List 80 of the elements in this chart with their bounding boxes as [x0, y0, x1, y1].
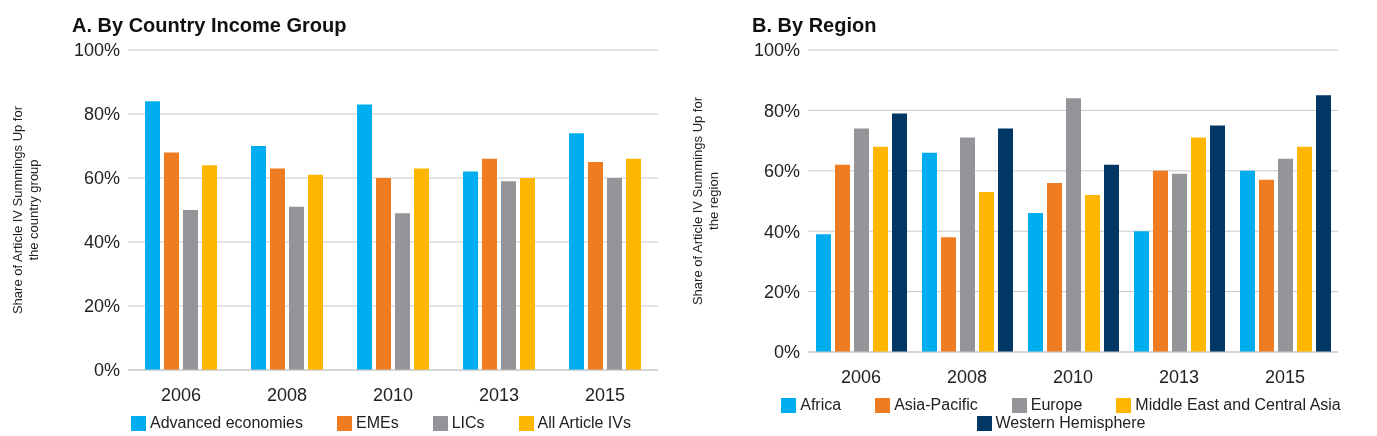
y-tick-label: 100%: [753, 40, 800, 61]
y-tick-label: 20%: [83, 296, 120, 317]
legend-label: Advanced economies: [150, 414, 304, 431]
y-tick-label: 60%: [763, 161, 800, 182]
bar: [892, 113, 907, 352]
legend-label: Western Hemisphere: [995, 414, 1146, 431]
bar: [164, 152, 179, 370]
bar: [376, 178, 391, 370]
bar: [145, 101, 160, 370]
bar: [607, 178, 622, 370]
bar: [626, 158, 641, 370]
bar: [414, 168, 429, 370]
bar: [501, 181, 516, 370]
bar: [1316, 95, 1331, 352]
legend-label: Middle East and Central Asia: [1135, 396, 1341, 413]
y-tick-label: 0%: [773, 342, 800, 363]
x-tick-label: 2006: [840, 366, 882, 387]
bar: [289, 206, 304, 370]
y-tick-label: 100%: [73, 40, 120, 61]
bar: [588, 162, 603, 370]
bar: [998, 128, 1013, 352]
bar: [816, 234, 831, 352]
y-tick-label: 60%: [83, 168, 120, 189]
bar: [979, 191, 994, 352]
y-tick-label: 40%: [763, 221, 800, 242]
bar: [854, 128, 869, 352]
bar: [202, 165, 217, 370]
bar: [1259, 179, 1274, 352]
x-tick-label: 2008: [266, 384, 308, 405]
y-tick-label: 0%: [93, 360, 120, 381]
bar: [1210, 125, 1225, 352]
legend-label: LICs: [451, 414, 485, 431]
bar: [1104, 164, 1119, 352]
bar: [520, 178, 535, 370]
x-tick-label: 2013: [1158, 366, 1200, 387]
y-tick-label: 80%: [83, 104, 120, 125]
bar: [1066, 98, 1081, 352]
chart-title: B. By Region: [751, 13, 878, 38]
bar: [873, 146, 888, 352]
legend-label: Asia-Pacific: [894, 396, 978, 413]
legend-label: All Article IVs: [537, 414, 631, 431]
legend-label: Africa: [800, 396, 842, 413]
bar: [941, 237, 956, 352]
y-axis-title: Share of Article IV Summings Up for the country group: [10, 105, 41, 315]
bar: [960, 137, 975, 352]
bar: [1297, 146, 1312, 352]
bar: [1028, 213, 1043, 352]
bar: [1191, 137, 1206, 352]
y-tick-label: 20%: [763, 281, 800, 302]
bar: [1153, 170, 1168, 352]
legend-label: Europe: [1030, 396, 1083, 413]
bar: [357, 104, 372, 370]
bar: [569, 133, 584, 370]
bar: [835, 164, 850, 352]
bar: [251, 146, 266, 370]
x-tick-label: 2006: [160, 384, 202, 405]
bar: [395, 213, 410, 370]
x-tick-label: 2010: [372, 384, 414, 405]
bar: [183, 210, 198, 370]
bar: [463, 171, 478, 370]
bar: [1240, 170, 1255, 352]
y-tick-label: 80%: [763, 100, 800, 121]
bar: [922, 152, 937, 352]
bar: [1134, 231, 1149, 352]
x-tick-label: 2015: [1264, 366, 1306, 387]
x-tick-label: 2015: [584, 384, 626, 405]
y-axis-title: Share of Article IV Summings Up for the region: [690, 96, 721, 306]
bar: [1047, 182, 1062, 352]
bar: [1085, 194, 1100, 352]
x-tick-label: 2008: [946, 366, 988, 387]
bar: [308, 174, 323, 370]
legend-label: EMEs: [356, 414, 399, 431]
bar: [482, 158, 497, 370]
chart-title: A. By Country Income Group: [71, 13, 348, 38]
x-tick-label: 2010: [1052, 366, 1094, 387]
x-tick-label: 2013: [478, 384, 520, 405]
bar: [1172, 173, 1187, 352]
bar: [1278, 158, 1293, 352]
y-tick-label: 40%: [83, 232, 120, 253]
bar: [270, 168, 285, 370]
